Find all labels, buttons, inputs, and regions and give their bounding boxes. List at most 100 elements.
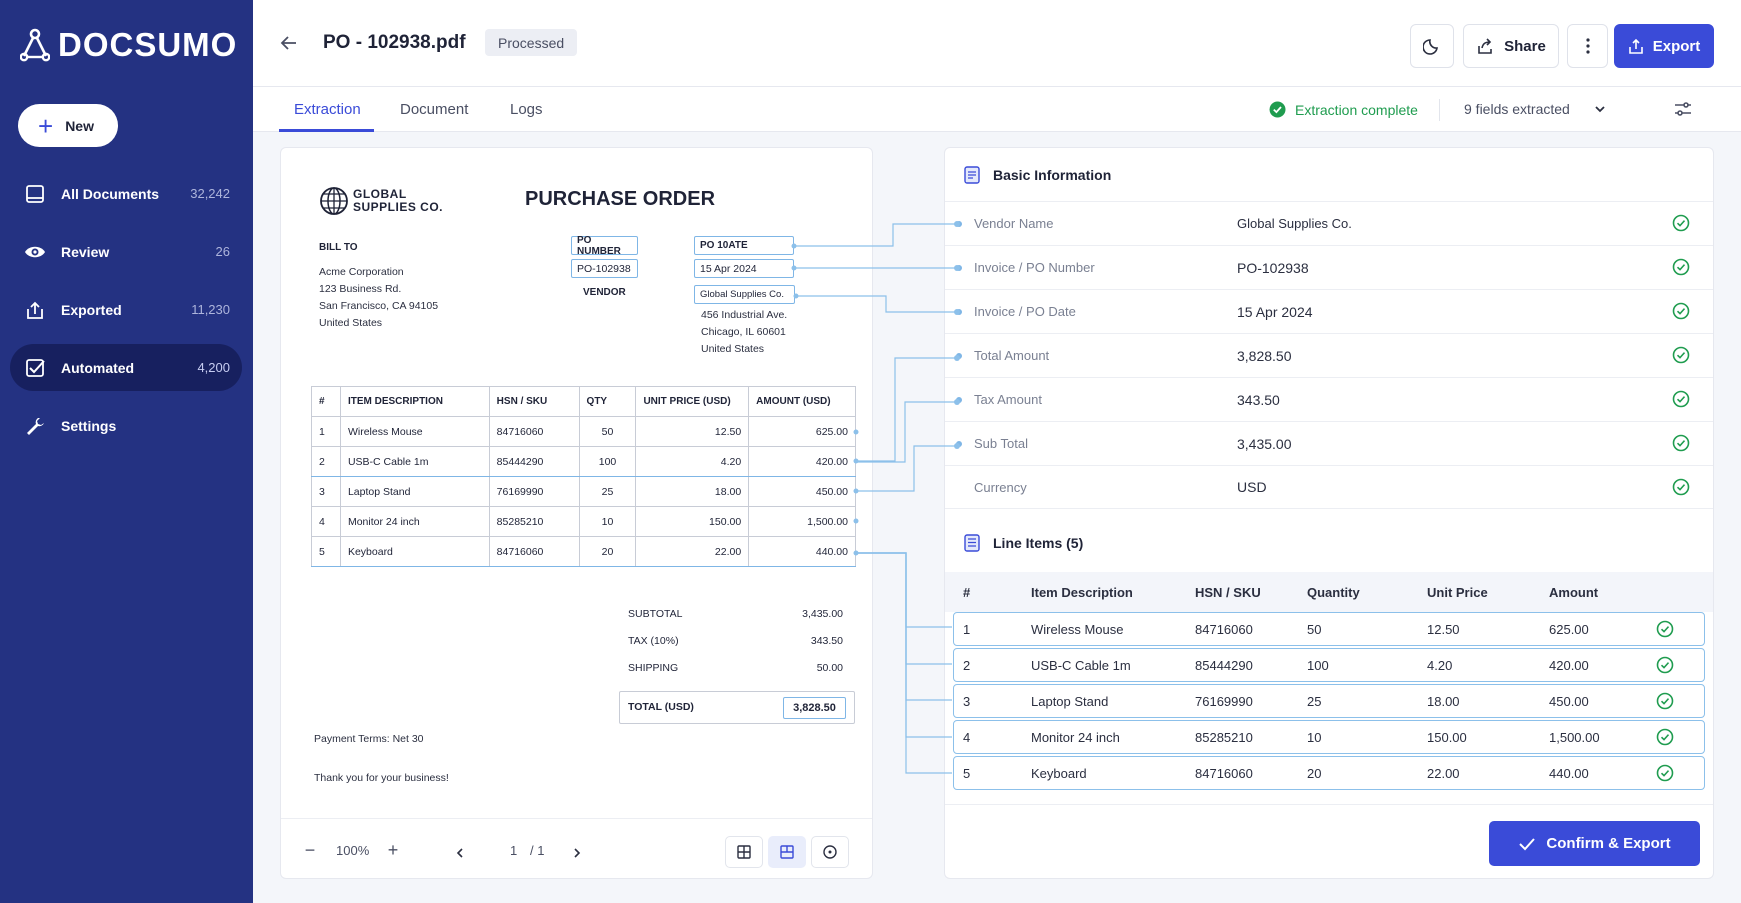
chevron-left-icon[interactable]: [449, 842, 471, 864]
docsumo-logo[interactable]: DOCSUMO: [20, 26, 237, 64]
more-options-button[interactable]: [1567, 24, 1608, 68]
column-header: AMOUNT (USD): [748, 386, 856, 417]
line-items-table-header: # Item Description HSN / SKU Quantity Un…: [945, 572, 1713, 612]
line-item-row[interactable]: 5 Keyboard 84716060 20 22.00 440.00: [953, 756, 1705, 790]
line-item-cell: 22.00: [1427, 766, 1460, 781]
bill-to-line: 123 Business Rd.: [319, 283, 402, 295]
field-row-currency[interactable]: Currency USD: [945, 465, 1713, 509]
globe-icon: [320, 187, 348, 215]
table-cell: 1: [311, 416, 341, 447]
field-row-po-date[interactable]: Invoice / PO Date 15 Apr 2024: [945, 289, 1713, 333]
line-item-row[interactable]: 1 Wireless Mouse 84716060 50 12.50 625.0…: [953, 612, 1705, 646]
subtotal-label: SUBTOTAL: [628, 608, 683, 620]
check-circle-icon: [1656, 764, 1674, 782]
line-item-cell: 18.00: [1427, 694, 1460, 709]
field-row-sub-total[interactable]: Sub Total 3,435.00: [945, 421, 1713, 465]
new-button[interactable]: + New: [18, 104, 118, 147]
new-button-label: New: [65, 117, 94, 134]
basic-info-header: Basic Information: [963, 166, 1111, 184]
table-cell: 84716060: [488, 536, 580, 567]
field-value[interactable]: 343.50: [1237, 391, 1280, 408]
sidebar-item-automated[interactable]: Automated 4,200: [10, 344, 242, 391]
field-value[interactable]: 3,828.50: [1237, 347, 1292, 364]
logo-icon: [20, 28, 50, 62]
table-cell: 4.20: [635, 446, 750, 477]
table-row[interactable]: 1 Wireless Mouse 84716060 50 12.50 625.0…: [311, 416, 856, 447]
bill-to-line: San Francisco, CA 94105: [319, 300, 439, 312]
field-value[interactable]: 15 Apr 2024: [1237, 303, 1313, 320]
total-label: TOTAL (USD): [628, 701, 694, 713]
table-row[interactable]: 4 Monitor 24 inch 85285210 10 150.00 1,5…: [311, 506, 856, 537]
share-button[interactable]: Share: [1463, 24, 1559, 68]
table-row[interactable]: 3 Laptop Stand 76169990 25 18.00 450.00: [311, 476, 856, 507]
sidebar-item-settings[interactable]: Settings: [10, 402, 242, 449]
check-circle-icon: [1672, 390, 1690, 408]
export-button[interactable]: Export: [1614, 24, 1714, 68]
sidebar-item-exported[interactable]: Exported 11,230: [10, 286, 242, 333]
field-value[interactable]: 3,435.00: [1237, 435, 1292, 452]
field-value[interactable]: Global Supplies Co.: [1237, 216, 1352, 231]
field-row-tax-amount[interactable]: Tax Amount 343.50: [945, 377, 1713, 421]
zoom-out-button[interactable]: −: [304, 839, 316, 860]
vendor-address-line: Chicago, IL 60601: [701, 326, 786, 338]
grid-view-button[interactable]: [725, 836, 763, 868]
check-circle-icon: [1672, 346, 1690, 364]
po-number-value[interactable]: PO-102938: [571, 259, 638, 278]
sidebar-item-review[interactable]: Review 26: [10, 228, 242, 275]
table-header-row: # ITEM DESCRIPTION HSN / SKU QTY UNIT PR…: [311, 386, 856, 417]
chevron-right-icon[interactable]: [566, 842, 588, 864]
documents-icon: [24, 183, 46, 205]
company-name-line1: GLOBAL: [353, 187, 407, 201]
field-row-vendor-name[interactable]: Vendor Name Global Supplies Co.: [945, 201, 1713, 245]
column-header: Amount: [1549, 585, 1599, 600]
vendor-name-value[interactable]: Global Supplies Co.: [694, 285, 795, 304]
field-value[interactable]: USD: [1237, 479, 1267, 495]
line-item-cell: 76169990: [1195, 694, 1253, 709]
page-current: 1: [510, 843, 518, 858]
sidebar-item-count: 26: [215, 244, 230, 259]
line-item-cell: Laptop Stand: [1031, 694, 1109, 709]
check-circle-icon: [1672, 302, 1690, 320]
line-item-cell: 450.00: [1549, 694, 1589, 709]
line-item-cell: 25: [1307, 694, 1322, 709]
subtotal-value: 3,435.00: [802, 608, 843, 620]
theme-toggle-button[interactable]: [1410, 24, 1454, 68]
table-cell: Wireless Mouse: [339, 416, 490, 447]
chevron-down-icon[interactable]: [1593, 102, 1607, 116]
extraction-status-label: Extraction complete: [1295, 101, 1418, 118]
line-item-cell: 85444290: [1195, 658, 1253, 673]
table-row[interactable]: 2 USB-C Cable 1m 85444290 100 4.20 420.0…: [311, 446, 856, 477]
kebab-icon: [1585, 38, 1590, 54]
page-title: PO - 102938.pdf: [323, 32, 466, 53]
field-row-total-amount[interactable]: Total Amount 3,828.50: [945, 333, 1713, 377]
fit-view-button[interactable]: [811, 836, 849, 868]
zoom-in-button[interactable]: +: [387, 839, 399, 860]
field-value[interactable]: PO-102938: [1237, 259, 1309, 276]
total-value[interactable]: 3,828.50: [783, 697, 846, 719]
po-date-value[interactable]: 15 Apr 2024: [694, 259, 794, 278]
sliders-icon[interactable]: [1673, 99, 1695, 121]
field-label: Tax Amount: [974, 392, 1042, 407]
tab-extraction[interactable]: Extraction: [294, 101, 361, 118]
fields-extracted-count: 9 fields extracted: [1464, 101, 1570, 117]
export-button-label: Export: [1652, 37, 1701, 55]
line-item-row[interactable]: 3 Laptop Stand 76169990 25 18.00 450.00: [953, 684, 1705, 718]
line-item-cell: Monitor 24 inch: [1031, 730, 1120, 745]
back-arrow-icon[interactable]: [277, 31, 301, 55]
vendor-label: VENDOR: [583, 287, 626, 298]
field-marker: [956, 396, 962, 403]
sidebar-item-label: Automated: [61, 359, 135, 376]
split-view-button[interactable]: [768, 836, 806, 868]
table-cell: 12.50: [635, 416, 750, 447]
sidebar-item-count: 4,200: [197, 360, 230, 375]
line-item-row[interactable]: 4 Monitor 24 inch 85285210 10 150.00 1,5…: [953, 720, 1705, 754]
line-item-cell: 4.20: [1427, 658, 1453, 673]
table-row[interactable]: 5 Keyboard 84716060 20 22.00 440.00: [311, 536, 856, 567]
tab-logs[interactable]: Logs: [510, 101, 543, 118]
sidebar-item-all-documents[interactable]: All Documents 32,242: [10, 170, 242, 217]
line-item-row[interactable]: 2 USB-C Cable 1m 85444290 100 4.20 420.0…: [953, 648, 1705, 682]
tab-document[interactable]: Document: [400, 101, 469, 118]
field-row-po-number[interactable]: Invoice / PO Number PO-102938: [945, 245, 1713, 289]
confirm-export-button[interactable]: Confirm & Export: [1489, 821, 1700, 866]
line-item-cell: 84716060: [1195, 622, 1253, 637]
